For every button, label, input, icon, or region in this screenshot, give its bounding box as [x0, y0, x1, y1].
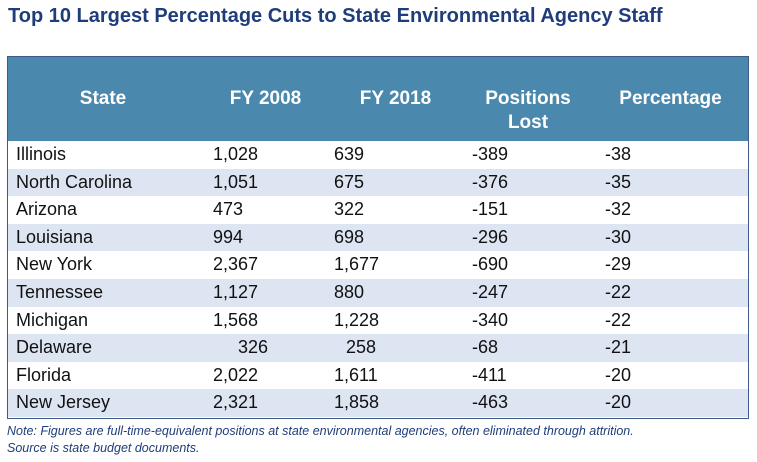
cell-state: New Jersey — [16, 392, 111, 413]
cell-fy2018: 639 — [334, 144, 365, 164]
header-fy2008: FY 2008 — [229, 88, 302, 109]
page-title: Top 10 Largest Percentage Cuts to State … — [8, 5, 663, 27]
table-row: Delaware 326 258 -68 -21 — [8, 334, 748, 362]
cell-percentage: -35 — [605, 171, 632, 192]
cell-percentage: -29 — [605, 254, 632, 275]
cell-fy2018: 880 — [334, 282, 365, 302]
cell-fy2018: 258 — [346, 337, 377, 358]
cell-positions-lost: -247 — [472, 282, 509, 302]
cell-state: Michigan — [16, 309, 89, 330]
cell-percentage: -20 — [605, 364, 632, 385]
table-row: Louisiana 994 698 -296 -30 — [8, 223, 748, 252]
cell-percentage: -32 — [605, 199, 632, 220]
cell-state: Louisiana — [16, 226, 94, 247]
note-line-1: Note: Figures are full-time-equivalent p… — [7, 424, 634, 438]
table-row: Arizona 473 322 -151 -32 — [8, 196, 748, 224]
cell-percentage: -30 — [605, 226, 632, 247]
header-fy2018: FY 2018 — [359, 88, 432, 109]
cell-positions-lost: -376 — [472, 171, 509, 192]
cell-percentage: -38 — [605, 144, 632, 164]
header-positions-lost-line2: Lost — [507, 112, 549, 133]
cell-fy2008: 473 — [213, 199, 244, 220]
cell-fy2008: 1,028 — [213, 144, 259, 164]
table-row: Michigan 1,568 1,228 -340 -22 — [8, 307, 748, 335]
cell-state: Tennessee — [16, 282, 104, 302]
note-line-2: Source is state budget documents. — [7, 441, 200, 455]
header-percentage: Percentage — [619, 88, 722, 109]
cell-fy2008: 994 — [213, 226, 244, 247]
cell-state: Illinois — [16, 144, 67, 164]
cell-percentage: -22 — [605, 282, 632, 302]
cell-positions-lost: -296 — [472, 226, 509, 247]
cell-positions-lost: -68 — [472, 337, 499, 358]
cell-positions-lost: -690 — [472, 254, 509, 275]
cell-positions-lost: -389 — [472, 144, 509, 164]
cell-percentage: -20 — [605, 392, 632, 413]
cell-state: Florida — [16, 364, 72, 385]
table-header: State FY 2008 FY 2018 Positions Lost Per… — [8, 57, 748, 141]
table-row: Florida 2,022 1,611 -411 -20 — [8, 362, 748, 390]
cell-fy2008: 1,568 — [213, 309, 259, 330]
table-row: New York 2,367 1,677 -690 -29 — [8, 251, 748, 279]
staff-cuts-table: State FY 2008 FY 2018 Positions Lost Per… — [7, 56, 749, 419]
table-note: Note: Figures are full-time-equivalent p… — [7, 423, 752, 457]
cell-state: North Carolina — [16, 171, 133, 192]
cell-fy2018: 698 — [334, 226, 365, 247]
header-positions-lost: Positions Lost — [463, 87, 593, 135]
cell-positions-lost: -151 — [472, 199, 509, 220]
cell-fy2008: 326 — [238, 337, 269, 358]
cell-fy2008: 2,321 — [213, 392, 259, 413]
table-row: North Carolina 1,051 675 -376 -35 — [8, 168, 748, 197]
cell-fy2018: 1,677 — [334, 254, 380, 275]
cell-fy2018: 322 — [334, 199, 365, 220]
cell-fy2018: 1,228 — [334, 309, 380, 330]
cell-percentage: -22 — [605, 309, 632, 330]
cell-state: Delaware — [16, 337, 93, 358]
table-row: Illinois 1,028 639 -389 -38 — [8, 141, 748, 169]
cell-fy2008: 1,051 — [213, 171, 259, 192]
table-row: New Jersey 2,321 1,858 -463 -20 — [8, 389, 748, 417]
cell-state: Arizona — [16, 199, 78, 220]
cell-fy2008: 2,367 — [213, 254, 259, 275]
cell-state: New York — [16, 254, 93, 275]
table-row: Tennessee 1,127 880 -247 -22 — [8, 279, 748, 307]
cell-positions-lost: -340 — [472, 309, 509, 330]
cell-fy2008: 2,022 — [213, 364, 259, 385]
cell-fy2018: 1,611 — [334, 364, 378, 385]
cell-positions-lost: -463 — [472, 392, 509, 413]
cell-percentage: -21 — [605, 337, 632, 358]
header-state: State — [79, 88, 127, 109]
cell-fy2018: 1,858 — [334, 392, 380, 413]
cell-positions-lost: -411 — [472, 364, 507, 385]
cell-fy2008: 1,127 — [213, 282, 259, 302]
cell-fy2018: 675 — [334, 171, 365, 192]
header-positions-lost-line1: Positions — [485, 88, 571, 109]
